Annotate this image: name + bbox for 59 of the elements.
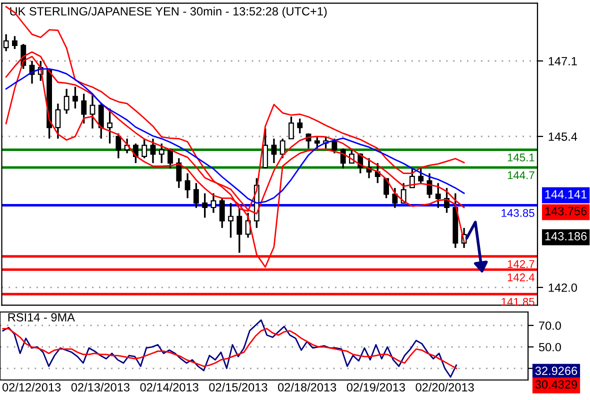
candlestick	[98, 102, 104, 140]
text: 144.141	[545, 190, 587, 198]
candlestick	[176, 157, 182, 189]
candlestick	[116, 132, 122, 160]
candlestick	[297, 118, 303, 134]
y-tick-label: 142.0	[548, 283, 577, 292]
ref-line-label: 142.7	[508, 260, 534, 268]
candlestick	[202, 192, 208, 219]
candlestick	[158, 142, 164, 164]
candlestick	[409, 168, 415, 189]
candlestick	[150, 138, 156, 164]
candlestick	[340, 148, 346, 170]
candlestick	[418, 168, 424, 184]
text: 32.9266	[535, 366, 578, 376]
ref-line-label: 141.85	[502, 298, 534, 306]
candlestick	[314, 136, 320, 150]
candlestick	[288, 116, 294, 140]
candlestick	[210, 192, 216, 214]
candlestick	[271, 138, 277, 164]
ref-line-label: 142.4	[508, 273, 534, 282]
candlestick	[236, 207, 242, 254]
candlestick	[90, 92, 96, 130]
x-tick-label: 02/18/2013	[278, 382, 336, 392]
x-tick-label: 02/19/2013	[346, 382, 405, 392]
text: 30.4329	[535, 380, 578, 389]
candlestick	[392, 187, 398, 209]
x-tick-label: 02/13/2013	[71, 382, 130, 392]
text: 143.186	[545, 232, 587, 240]
candlestick	[72, 86, 78, 110]
candlestick	[184, 172, 190, 200]
x-tick-label: 02/14/2013	[140, 382, 198, 392]
candlestick	[228, 202, 234, 239]
candlestick	[142, 138, 148, 160]
y-tick-label: 70.0	[539, 321, 561, 330]
candlestick	[64, 88, 70, 115]
y-tick-label: 50.0	[538, 342, 561, 352]
ref-line-label: 143.85	[502, 209, 534, 217]
candlestick	[219, 197, 225, 229]
candlestick	[280, 138, 286, 160]
ref-line-label: 145.1	[508, 154, 534, 162]
candlestick	[435, 182, 441, 209]
chart-title: RSI14 - 9MA	[8, 313, 75, 322]
candlestick	[168, 148, 173, 170]
candlestick	[332, 138, 338, 154]
candlestick	[55, 102, 61, 140]
x-tick-label: 02/20/2013	[416, 382, 474, 392]
candlestick	[262, 128, 268, 170]
x-tick-label: 02/12/2013	[2, 382, 61, 392]
candlestick	[81, 92, 87, 124]
candlestick	[107, 108, 112, 144]
line-series	[2, 328, 457, 370]
candlestick	[400, 182, 406, 204]
ref-line-label: 144.7	[508, 171, 534, 180]
y-tick-label: 145.4	[548, 132, 578, 141]
candlestick	[193, 182, 199, 209]
x-tick-label: 02/15/2013	[209, 382, 268, 392]
candlestick	[12, 35, 18, 50]
y-tick-label: 147.1	[548, 57, 577, 66]
text: 143.756	[545, 206, 587, 216]
